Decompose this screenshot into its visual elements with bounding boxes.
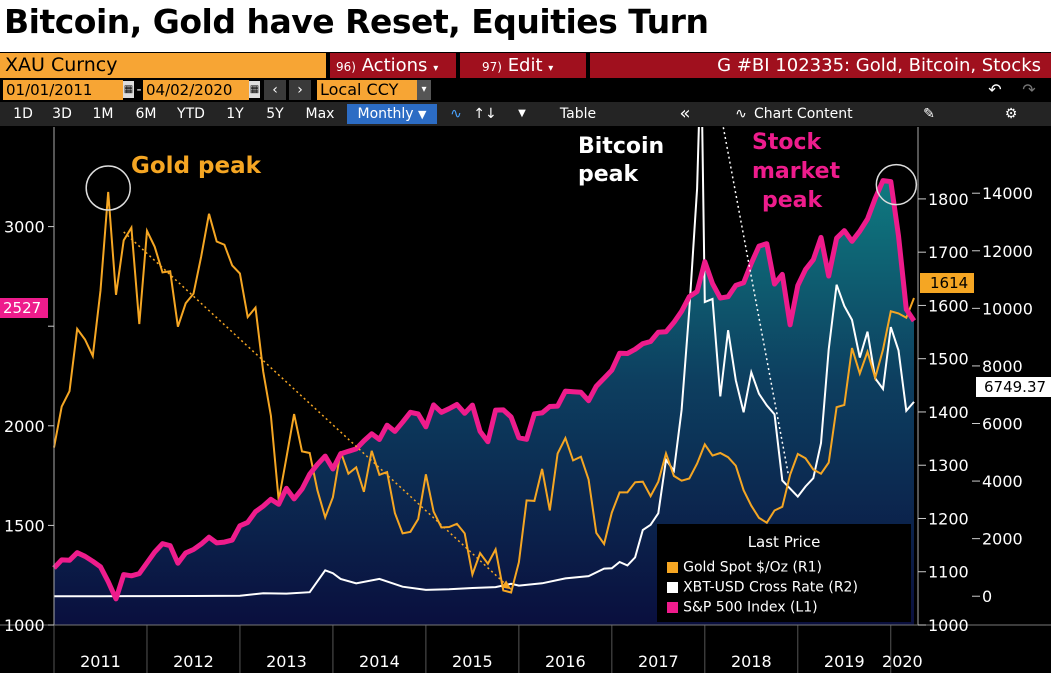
period-3d[interactable]: 3D [52,106,72,122]
legend-swatch-gold [667,562,678,573]
period-6m[interactable]: 6M [135,106,157,122]
bar-chart-icon[interactable]: ↑↓ [473,106,497,122]
right2-tick-label: 14000 [982,184,1033,203]
date-separator: - [136,82,142,98]
gold-peak-circle [85,165,131,211]
x-tick-label: 2012 [173,652,214,671]
chart-content-icon: ∿ [735,106,747,122]
right2-tick-label: 0 [982,587,992,606]
period-1d[interactable]: 1D [13,106,33,122]
frequency-select[interactable]: Monthly ▼ [347,104,437,124]
redo-icon[interactable]: ↷ [1022,80,1036,99]
right1-tick-label: 1000 [928,616,969,635]
actions-label: Actions [361,55,428,76]
right1-tick-label: 1600 [928,296,969,315]
chevron-down-icon[interactable]: ▾ [417,80,431,100]
currency-select[interactable]: Local CCY [317,80,417,100]
frequency-label: Monthly [357,106,414,122]
period-ytd[interactable]: YTD [177,106,205,122]
right2-tick-label: 2000 [982,530,1023,549]
right2-tick-label: 8000 [982,357,1023,376]
legend-swatch-spx [667,602,678,613]
toolbar-row-3 [0,102,1051,126]
undo-icon[interactable]: ↶ [988,80,1002,99]
right1-tick-label: 1200 [928,509,969,528]
legend-label-bitcoin: XBT-USD Cross Rate (R2) [683,579,858,596]
calendar-icon[interactable]: ▦ [123,81,134,98]
left-tick-label: 3000 [4,218,45,237]
right1-tick-label: 1500 [928,350,969,369]
ticker-field[interactable]: XAU Curncy [0,53,326,78]
prev-period-button[interactable]: ‹ [264,80,286,100]
right2-tick-label: 4000 [982,472,1023,491]
chart-id-bar: G #BI 102335: Gold, Bitcoin, Stocks [590,53,1051,78]
end-date-input[interactable]: 04/02/2020 [143,80,249,100]
x-tick-label: 2019 [824,652,865,671]
right1-tick-label: 1100 [928,563,969,582]
legend-title: Last Price [747,533,821,551]
x-tick-label: 2015 [452,652,493,671]
legend-swatch-bitcoin [667,582,678,593]
next-period-button[interactable]: › [289,80,311,100]
left-tick-label: 1500 [4,516,45,535]
chevron-down-icon: ▾ [548,63,554,74]
bitcoin-trend-line [713,77,790,476]
spx-last-price-tag: 2527 [0,298,48,318]
edit-label: Edit [507,55,543,76]
chevron-down-icon[interactable]: ▼ [518,108,526,119]
btc-last-price-tag: 6749.37 [976,377,1051,397]
right2-tick-label: 6000 [982,414,1023,433]
gear-icon[interactable]: ⚙ [1004,106,1018,122]
x-tick-label: 2017 [638,652,679,671]
calendar-icon[interactable]: ▦ [249,81,260,98]
right2-tick-label: 12000 [982,242,1033,261]
x-tick-label: 2014 [359,652,400,671]
chart-content-button[interactable]: Chart Content [754,106,853,122]
table-button[interactable]: Table [559,106,597,122]
actions-number: 96) [336,60,356,74]
page-title: Bitcoin, Gold have Reset, Equities Turn [4,2,709,41]
edit-pencil-icon[interactable]: ✎ [923,106,935,122]
right1-tick-label: 1800 [928,190,969,209]
x-tick-label: 2016 [545,652,586,671]
toolbar-row-2 [0,79,1051,101]
chart-area: 2011 2012 2013 2014 2015 2016 2017 2018 2019 2020… [0,32,1051,673]
line-chart-icon[interactable]: ∿ [450,106,462,122]
chart-svg: 2011 2012 2013 2014 2015 2016 2017 2018 2019 2020… [0,32,1051,673]
bitcoin-series-line [54,49,915,598]
period-1m[interactable]: 1M [92,106,114,122]
right1-tick-label: 1700 [928,243,969,262]
left-tick-label: 1000 [4,616,45,635]
x-tick-label: 2020 [882,652,923,671]
left-tick-label: 2000 [4,417,45,436]
gold-trend-arrowhead [501,580,512,590]
stock-peak-circle [875,163,918,206]
chevron-down-icon: ▾ [433,63,439,74]
x-tick-label: 2018 [731,652,772,671]
spx-series-line [52,178,917,602]
period-max[interactable]: Max [305,106,335,122]
x-tick-label: 2013 [266,652,307,671]
right2-tick-label: 10000 [982,299,1033,318]
legend-item-gold: Gold Spot $/Oz (R1) [667,557,822,576]
period-5y[interactable]: 5Y [266,106,284,122]
legend-label-gold: Gold Spot $/Oz (R1) [683,559,823,576]
legend: Last Price Gold Spot $/Oz (R1) XBT-USD C… [657,524,911,622]
actions-menu[interactable]: 96) Actions ▾ [330,53,456,78]
gold-last-price-tag: 1614 [920,273,974,293]
x-tick-label: 2011 [80,652,121,671]
right1-tick-label: 1400 [928,403,969,422]
collapse-icon[interactable]: « [679,103,691,124]
edit-menu[interactable]: 97) Edit ▾ [460,53,586,78]
period-1y[interactable]: 1Y [226,106,244,122]
right1-tick-label: 1300 [928,456,969,475]
legend-label-spx: S&P 500 Index (L1) [683,599,818,616]
start-date-input[interactable]: 01/01/2011 [3,80,123,100]
chevron-down-icon: ▼ [418,108,427,121]
edit-number: 97) [482,60,502,74]
legend-item-spx: S&P 500 Index (L1) [667,597,818,616]
legend-item-bitcoin: XBT-USD Cross Rate (R2) [667,577,858,596]
gold-series-line [53,191,915,594]
